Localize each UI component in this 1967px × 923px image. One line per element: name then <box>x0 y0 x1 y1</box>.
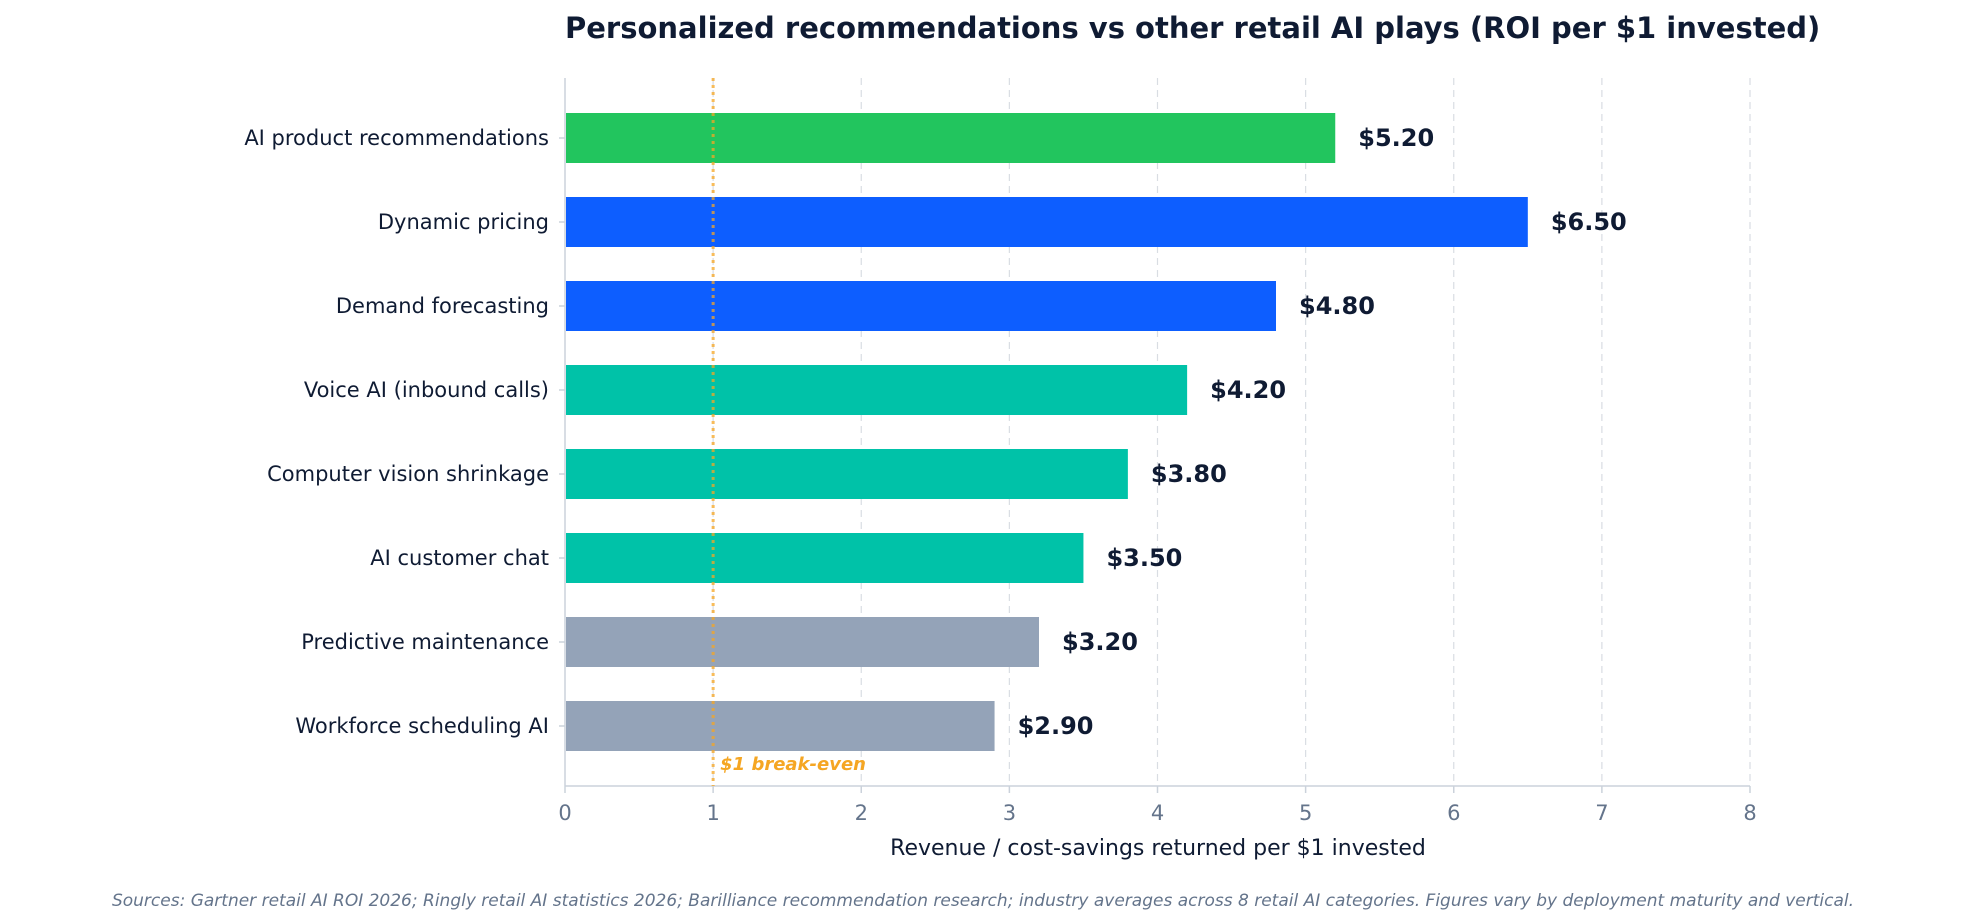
grid-layer <box>712 78 1751 786</box>
bar <box>566 113 1336 163</box>
bar <box>566 197 1528 247</box>
x-tick-label: 0 <box>558 801 571 825</box>
value-label: $2.90 <box>1018 712 1094 740</box>
chart-title: Personalized recommendations vs other re… <box>565 11 1820 45</box>
x-tick-label: 4 <box>1151 801 1164 825</box>
bar <box>566 281 1276 331</box>
category-label: AI product recommendations <box>244 126 549 150</box>
value-label: $4.80 <box>1299 292 1375 320</box>
bar <box>566 617 1039 667</box>
bar <box>566 449 1128 499</box>
x-tick-label: 2 <box>855 801 868 825</box>
source-note: Sources: Gartner retail AI ROI 2026; Rin… <box>112 891 1854 911</box>
x-tick-label: 5 <box>1299 801 1312 825</box>
value-label: $3.20 <box>1062 628 1138 656</box>
x-tick-label: 1 <box>706 801 719 825</box>
value-label: $6.50 <box>1551 208 1627 236</box>
category-label: Voice AI (inbound calls) <box>304 378 549 402</box>
category-label: Predictive maintenance <box>301 630 549 654</box>
bar <box>566 533 1084 583</box>
axis-layer: 0 1 2 3 4 5 6 7 8 <box>558 78 1757 825</box>
x-tick-label: 3 <box>1003 801 1016 825</box>
category-label: AI customer chat <box>370 546 549 570</box>
x-tick-label: 6 <box>1447 801 1460 825</box>
category-label: Demand forecasting <box>336 294 549 318</box>
bars-layer <box>566 113 1528 751</box>
value-label: $3.80 <box>1151 460 1227 488</box>
labels-layer: AI product recommendations $5.20 Dynamic p… <box>244 124 1626 740</box>
reference-layer: $1 break-even <box>711 78 866 786</box>
break-even-label: $1 break-even <box>720 754 866 775</box>
bar <box>566 701 995 751</box>
category-label: Workforce scheduling AI <box>295 714 549 738</box>
bar <box>566 365 1188 415</box>
category-label: Computer vision shrinkage <box>267 462 549 486</box>
value-label: $3.50 <box>1106 544 1182 572</box>
x-tick-label: 8 <box>1743 801 1756 825</box>
category-label: Dynamic pricing <box>378 210 549 234</box>
x-axis-label: Revenue / cost-savings returned per $1 i… <box>890 836 1426 861</box>
value-label: $5.20 <box>1358 124 1434 152</box>
x-tick-label: 7 <box>1595 801 1608 825</box>
value-label: $4.20 <box>1210 376 1286 404</box>
